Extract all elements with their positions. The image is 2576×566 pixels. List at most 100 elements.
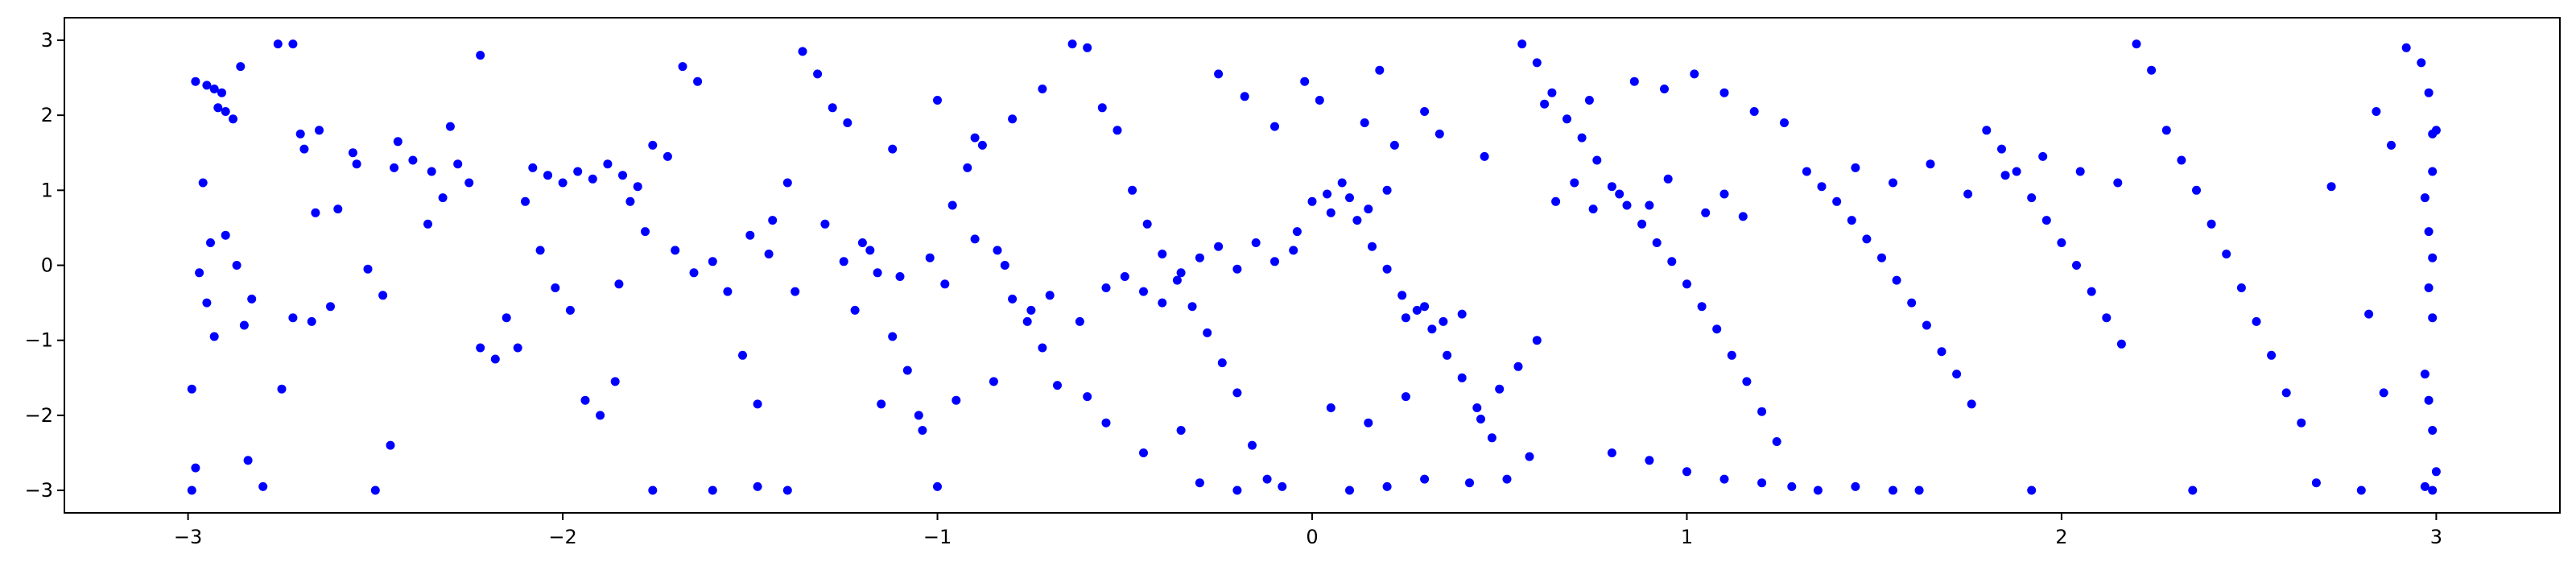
data-point <box>1307 196 1317 206</box>
data-point <box>1008 114 1018 124</box>
data-point <box>1067 39 1077 49</box>
data-point <box>363 264 373 274</box>
data-point <box>1382 481 1392 491</box>
data-point <box>723 287 733 296</box>
data-point <box>247 294 257 304</box>
data-point <box>221 230 230 240</box>
data-point <box>633 182 642 192</box>
data-point <box>2420 193 2429 203</box>
data-point <box>2147 65 2157 75</box>
data-point <box>1570 178 1579 188</box>
data-point <box>299 144 309 154</box>
data-point <box>1420 302 1430 312</box>
data-point <box>348 148 357 158</box>
data-point <box>1701 208 1711 217</box>
data-point <box>857 238 867 247</box>
data-point <box>2424 395 2434 405</box>
data-point <box>1757 407 1767 416</box>
data-point <box>202 298 212 308</box>
data-point <box>952 395 961 405</box>
data-point <box>1889 178 1897 188</box>
data-point <box>1128 185 1137 195</box>
y-tick-label: −1 <box>25 329 53 352</box>
data-point <box>1982 126 1992 135</box>
data-point <box>1607 448 1616 457</box>
data-point <box>1513 361 1523 371</box>
data-point <box>1682 467 1691 477</box>
data-point <box>352 159 361 169</box>
data-point <box>918 426 927 435</box>
data-point <box>1772 437 1781 446</box>
y-tick-label: −3 <box>25 479 53 502</box>
data-point <box>1176 426 1186 435</box>
y-tick-label: −2 <box>25 404 53 427</box>
data-point <box>1026 305 1036 315</box>
data-point <box>2252 316 2261 326</box>
data-point <box>2000 171 2010 180</box>
data-point <box>877 399 886 409</box>
data-point <box>2192 185 2201 195</box>
data-point <box>1420 107 1430 116</box>
data-point <box>333 205 343 214</box>
data-point <box>528 163 538 172</box>
data-point <box>191 463 200 473</box>
data-point <box>1038 343 1047 353</box>
data-point <box>543 171 552 180</box>
data-point <box>1176 268 1186 278</box>
x-tick-label: 0 <box>1306 526 1318 548</box>
data-point <box>1517 39 1527 49</box>
data-point <box>2424 88 2434 97</box>
data-point <box>217 88 226 97</box>
data-point <box>191 76 200 86</box>
data-point <box>1851 481 1860 491</box>
data-point <box>187 384 196 394</box>
data-point <box>2222 250 2231 258</box>
data-point <box>1270 257 1279 266</box>
data-point <box>326 302 335 312</box>
data-point <box>970 234 980 244</box>
data-point <box>663 151 672 161</box>
data-point <box>236 62 246 72</box>
data-point <box>580 395 590 405</box>
data-point <box>2113 178 2123 188</box>
data-point <box>311 208 320 217</box>
data-point <box>2311 478 2321 488</box>
data-point <box>603 159 613 169</box>
data-point <box>1832 196 1842 206</box>
data-point <box>1525 452 1534 461</box>
data-point <box>1352 216 1362 225</box>
data-point <box>1270 122 1279 131</box>
x-axis: −3 −2 −1 0 1 2 3 <box>174 513 2442 548</box>
data-point <box>1420 474 1430 484</box>
data-point <box>1345 193 1354 203</box>
data-point <box>1315 96 1324 105</box>
data-point <box>933 481 942 491</box>
data-point <box>243 456 253 465</box>
data-point <box>445 122 455 131</box>
data-point <box>1217 358 1227 368</box>
data-point <box>1547 88 1557 97</box>
data-point <box>850 305 860 315</box>
data-point <box>1502 474 1512 484</box>
data-point <box>490 354 500 364</box>
data-point <box>198 178 208 188</box>
data-point <box>1337 178 1347 188</box>
data-point <box>1697 302 1707 312</box>
data-point <box>1757 478 1767 488</box>
data-point <box>2236 283 2246 292</box>
data-point <box>408 155 418 165</box>
data-point <box>521 196 530 206</box>
data-point <box>213 103 223 113</box>
data-point <box>1427 324 1437 334</box>
data-point <box>970 133 980 143</box>
data-point <box>1187 302 1197 312</box>
data-point <box>648 485 658 495</box>
data-point <box>678 62 687 72</box>
data-point <box>1443 350 1452 360</box>
data-point <box>2075 167 2085 176</box>
data-point <box>1487 433 1496 443</box>
data-point <box>390 163 399 172</box>
data-point <box>1629 76 1639 86</box>
data-point <box>708 257 717 266</box>
data-point <box>618 171 627 180</box>
